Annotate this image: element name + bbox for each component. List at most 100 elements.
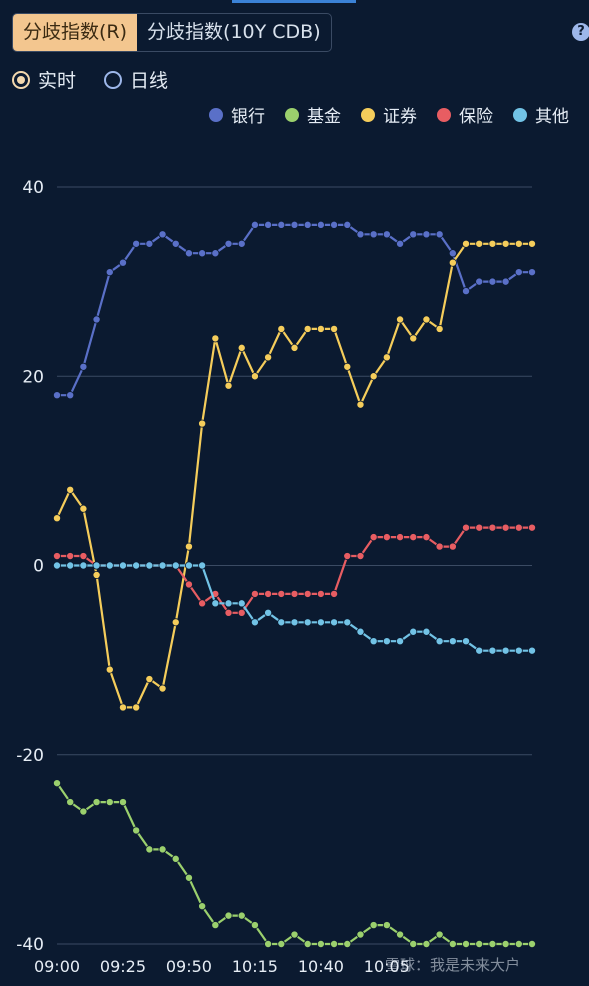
data-point — [250, 220, 259, 229]
legend-item-securities[interactable]: 证券 — [361, 102, 417, 127]
radio-unchecked-icon — [104, 70, 123, 89]
data-point — [158, 561, 167, 570]
data-point — [92, 315, 101, 324]
data-point — [303, 589, 312, 598]
data-point — [53, 391, 62, 400]
data-point — [303, 618, 312, 627]
data-point — [264, 220, 273, 229]
data-point — [132, 239, 141, 248]
y-tick-label: 20 — [22, 367, 44, 387]
data-point — [488, 277, 497, 286]
data-point — [211, 921, 220, 930]
data-point — [184, 873, 193, 882]
tab-divergence-10y-cdb[interactable]: 分歧指数(10Y CDB) — [147, 21, 321, 43]
series-line — [56, 242, 532, 709]
data-point — [316, 940, 325, 949]
data-point — [184, 561, 193, 570]
legend-item-other[interactable]: 其他 — [513, 102, 569, 127]
radio-daily[interactable]: 日线 — [104, 66, 168, 93]
data-point — [132, 703, 141, 712]
y-tick-label: -40 — [16, 935, 44, 955]
data-point — [382, 230, 391, 239]
legend-item-insurance[interactable]: 保险 — [437, 102, 493, 127]
data-point — [409, 940, 418, 949]
radio-realtime[interactable]: 实时 — [12, 66, 76, 93]
data-point — [53, 552, 62, 561]
data-point — [224, 599, 233, 608]
data-point — [53, 514, 62, 523]
data-point — [343, 362, 352, 371]
data-point — [356, 230, 365, 239]
data-point — [237, 599, 246, 608]
data-point — [79, 807, 88, 816]
data-point — [462, 239, 471, 248]
data-point — [211, 599, 220, 608]
data-point — [409, 627, 418, 636]
data-point — [422, 230, 431, 239]
data-point — [514, 646, 523, 655]
data-point — [184, 542, 193, 551]
data-point — [356, 930, 365, 939]
data-point — [448, 940, 457, 949]
data-point — [237, 911, 246, 920]
data-point — [66, 485, 75, 494]
data-point — [514, 940, 523, 949]
y-tick-label: 40 — [22, 178, 44, 198]
data-point — [343, 618, 352, 627]
data-point — [250, 618, 259, 627]
data-point — [356, 627, 365, 636]
data-point — [422, 533, 431, 542]
data-point — [250, 372, 259, 381]
data-point — [316, 589, 325, 598]
data-point — [396, 533, 405, 542]
legend-dot-icon — [285, 107, 299, 122]
data-point — [290, 220, 299, 229]
data-point — [528, 646, 537, 655]
data-point — [171, 561, 180, 570]
data-point — [448, 249, 457, 258]
x-tick-label: 09:50 — [166, 957, 212, 976]
y-tick-label: -20 — [16, 746, 44, 766]
data-point — [356, 400, 365, 409]
radio-checked-icon — [12, 70, 30, 89]
data-point — [316, 324, 325, 333]
data-point — [528, 523, 537, 532]
data-point — [92, 561, 101, 570]
data-point — [277, 220, 286, 229]
data-point — [79, 552, 88, 561]
data-point — [66, 391, 75, 400]
legend-item-fund[interactable]: 基金 — [285, 102, 341, 127]
radio-realtime-label: 实时 — [38, 70, 77, 92]
data-point — [290, 618, 299, 627]
data-point — [501, 646, 510, 655]
data-point — [145, 239, 154, 248]
data-point — [488, 523, 497, 532]
data-point — [514, 268, 523, 277]
data-point — [462, 287, 471, 296]
data-point — [369, 372, 378, 381]
data-point — [435, 637, 444, 646]
data-point — [330, 220, 339, 229]
data-point — [382, 637, 391, 646]
tab-divergence-r[interactable]: 分歧指数(R) — [13, 14, 138, 51]
data-point — [343, 940, 352, 949]
data-point — [198, 419, 207, 428]
data-point — [264, 940, 273, 949]
data-point — [409, 533, 418, 542]
x-tick-label: 09:25 — [100, 957, 146, 976]
data-point — [501, 523, 510, 532]
data-point — [237, 239, 246, 248]
watermark: 雪球：我是未来大户 — [385, 956, 521, 974]
data-point — [501, 239, 510, 248]
data-point — [224, 911, 233, 920]
data-point — [277, 324, 286, 333]
data-point — [382, 533, 391, 542]
data-point — [277, 589, 286, 598]
data-point — [462, 523, 471, 532]
legend-item-bank[interactable]: 银行 — [209, 102, 265, 127]
data-point — [369, 921, 378, 930]
help-icon[interactable]: ? — [572, 23, 589, 41]
data-point — [488, 646, 497, 655]
legend-label: 证券 — [383, 107, 417, 127]
